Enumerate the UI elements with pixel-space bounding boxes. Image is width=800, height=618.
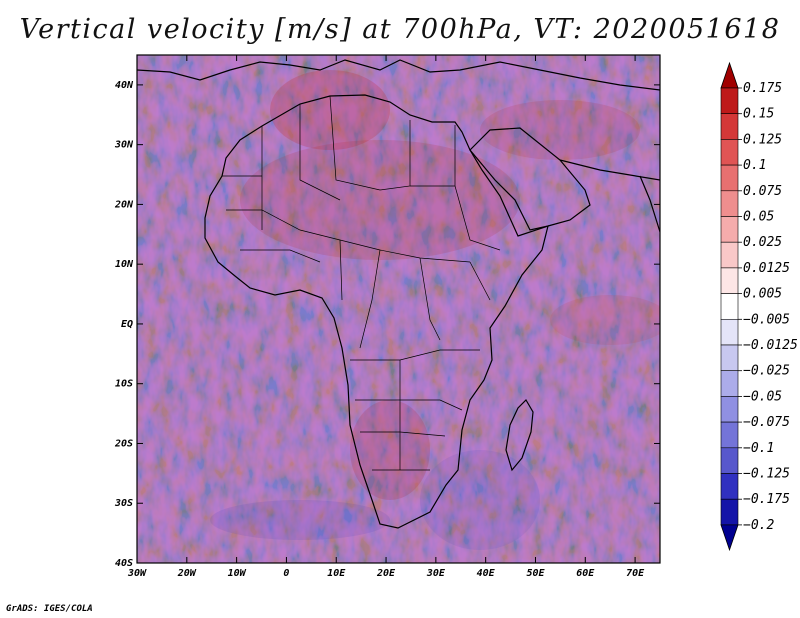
colorbar-swatch <box>720 113 739 140</box>
colorbar-swatch <box>720 87 739 115</box>
colorbar-label: −0.0125 <box>743 338 798 353</box>
colorbar-label: 0.1 <box>743 158 766 173</box>
colorbar-swatch <box>720 498 739 526</box>
colorbar-label: 0.175 <box>743 81 782 96</box>
lat-tick-label: 20N <box>114 199 134 210</box>
colorbar-label: 0.0125 <box>743 261 790 276</box>
coastlines <box>137 59 660 529</box>
lon-tick-label: 50E <box>526 568 545 579</box>
colorbar-label: 0.15 <box>743 107 774 122</box>
colorbar-label: 0.125 <box>743 132 782 147</box>
colorbar-swatch <box>720 164 739 192</box>
colorbar-swatch <box>720 216 739 243</box>
lon-tick-label: 10E <box>327 568 346 579</box>
lat-tick-label: 20S <box>114 438 133 449</box>
lon-tick-label: 30E <box>426 568 446 579</box>
lon-tick-label: 20W <box>177 568 197 579</box>
colorbar-swatch <box>720 447 739 474</box>
colorbar-swatches <box>720 61 739 552</box>
figure-title: Vertical velocity [m/s] at 700hPa, VT: 2… <box>19 14 781 45</box>
colorbar-label: −0.2 <box>743 518 774 533</box>
velocity-field <box>137 55 660 563</box>
lon-tick-label: 20E <box>376 568 396 579</box>
lat-tick-label: 30N <box>114 140 134 151</box>
colorbar-label: −0.125 <box>743 467 790 482</box>
colorbar-bottom-arrow <box>720 524 739 552</box>
colorbar-swatch <box>720 344 739 372</box>
lon-tick-label: 40E <box>477 568 496 579</box>
colorbar-label: −0.175 <box>743 492 790 507</box>
colorbar-swatch <box>720 370 739 397</box>
colorbar-label: −0.025 <box>743 364 790 379</box>
lon-tick-label: 10W <box>228 568 247 579</box>
credit-text: GrADS: IGES/COLA <box>6 604 93 614</box>
lat-tick-label: EQ <box>121 319 133 330</box>
map-frame <box>136 54 661 564</box>
colorbar-swatch <box>720 241 739 269</box>
lon-tick-label: 0 <box>283 568 289 579</box>
colorbar-swatch <box>720 396 739 423</box>
colorbar-label: −0.05 <box>743 389 782 404</box>
colorbar-label: −0.1 <box>743 441 774 456</box>
colorbar-label: −0.075 <box>743 415 790 430</box>
colorbar-labels: 0.175 0.15 0.125 0.1 0.075 0.05 0.025 0.0125 0.0… <box>738 81 798 533</box>
longitude-axis: 30W 20W 10W 0 10E 20E 30E 40E 50E 60E 70E <box>127 55 645 579</box>
colorbar-swatch <box>720 473 739 500</box>
colorbar-label: 0.005 <box>743 287 782 302</box>
colorbar-swatch <box>720 139 739 166</box>
colorbar-label: 0.05 <box>743 210 774 225</box>
colorbar-label: 0.025 <box>743 235 782 250</box>
country-borders <box>222 95 501 471</box>
lon-tick-label: 70E <box>626 568 645 579</box>
colorbar-swatch <box>720 293 739 320</box>
lat-tick-label: 10N <box>115 259 134 270</box>
lat-tick-label: 30S <box>114 498 133 509</box>
colorbar-swatch <box>720 421 739 449</box>
colorbar-swatch <box>720 190 739 217</box>
lat-tick-label: 40S <box>115 558 133 569</box>
colorbar-label: −0.005 <box>743 312 790 327</box>
colorbar-label: 0.075 <box>743 184 782 199</box>
lon-tick-label: 60E <box>576 568 595 579</box>
lon-tick-label: 30W <box>127 568 147 579</box>
latitude-axis: 40N 30N 20N 10N EQ 10S 20S 30S 40S <box>114 80 660 569</box>
lat-tick-label: 10S <box>115 379 133 390</box>
colorbar-top-arrow <box>720 61 739 89</box>
colorbar-swatch <box>720 318 739 346</box>
lat-tick-label: 40N <box>115 80 134 91</box>
colorbar-swatch <box>720 267 739 294</box>
